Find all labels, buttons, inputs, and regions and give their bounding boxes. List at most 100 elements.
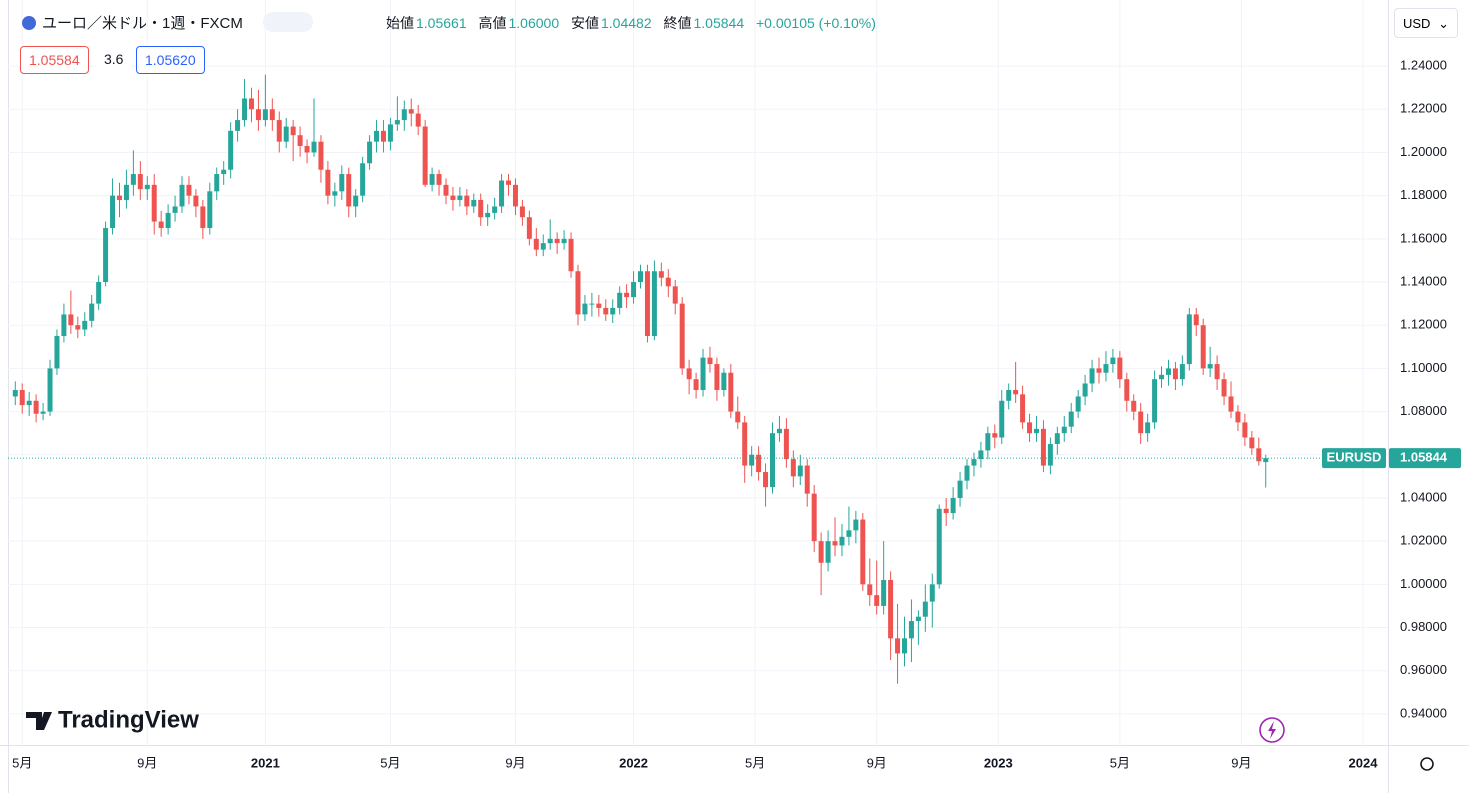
candle-body — [408, 109, 414, 114]
x-tick-label: 9月 — [505, 755, 525, 770]
ohlc-legend: 始値 1.05661 高値 1.06000 安値 1.04482 終値 1.05844 … — [386, 13, 884, 33]
candle-body — [811, 493, 817, 542]
candle-body — [110, 195, 116, 229]
candle-body — [874, 595, 880, 606]
candle-body — [255, 109, 261, 121]
candle-body — [679, 303, 685, 369]
symbol-title[interactable]: ユーロ／米ドル・1週・FXCM — [42, 15, 243, 32]
high-value: 1.06000 — [508, 15, 560, 31]
candle-body — [860, 519, 866, 585]
candle-body — [248, 98, 254, 110]
y-tick-label: 1.10000 — [1400, 360, 1447, 375]
candle-body — [547, 238, 553, 244]
candle-body — [540, 243, 546, 250]
candle-body — [144, 184, 150, 190]
candle-body — [895, 638, 901, 654]
candle-body — [422, 126, 428, 185]
chevron: ⌄ — [1438, 16, 1449, 31]
candle-body — [561, 238, 567, 244]
candle-body — [1159, 374, 1165, 380]
candle-body — [367, 141, 373, 164]
y-tick-label: 1.04000 — [1400, 489, 1447, 504]
candle-body — [888, 580, 894, 639]
y-tick-label: 1.18000 — [1400, 187, 1447, 202]
candle-body — [61, 314, 67, 337]
logo-mark — [26, 712, 52, 730]
candle-body — [116, 195, 122, 200]
candle-body — [624, 292, 630, 298]
candle-body — [1179, 364, 1185, 380]
candle-body — [825, 541, 831, 563]
lightning-bolt — [1268, 721, 1276, 739]
change-value: +0.00105 (+0.10%) — [756, 15, 876, 31]
candle-body — [721, 372, 727, 390]
candle-body — [33, 400, 39, 414]
candle-body — [47, 368, 53, 412]
candle-body — [1020, 394, 1026, 423]
low-value: 1.04482 — [601, 15, 652, 31]
candle-body — [1033, 428, 1039, 434]
candle-body — [846, 530, 852, 537]
symbol-tag — [1322, 448, 1386, 469]
candle-body — [1193, 314, 1199, 326]
candle-body — [1117, 357, 1123, 380]
candle-body — [68, 314, 74, 326]
candle-body — [1186, 314, 1192, 365]
candle-body — [519, 206, 525, 218]
candle-body — [1228, 396, 1234, 412]
x-tick-label: 5月 — [745, 755, 765, 770]
candle-body — [130, 174, 136, 185]
candle-body — [82, 320, 88, 330]
candle-body — [186, 184, 192, 196]
candle-body — [325, 169, 331, 196]
sell-button[interactable]: 1.05584 — [20, 46, 89, 74]
candle-body — [957, 480, 963, 498]
candle-body — [1103, 364, 1109, 373]
candle-body — [96, 282, 102, 304]
candle-body — [589, 303, 595, 305]
x-tick-label: 9月 — [1231, 755, 1251, 770]
lightning-icon[interactable] — [1259, 717, 1285, 743]
candle-body — [672, 286, 678, 304]
candle-body — [1145, 422, 1151, 434]
y-tick-label: 1.08000 — [1400, 403, 1447, 418]
toggle[interactable] — [263, 12, 314, 32]
candle-body — [1082, 383, 1088, 397]
candle-body — [290, 126, 296, 136]
candle-body — [318, 141, 324, 170]
candle-body — [985, 433, 991, 451]
candle-body — [554, 238, 560, 244]
candle-body — [971, 459, 977, 466]
candle-body — [804, 465, 810, 494]
symbol-header: ユーロ／米ドル・1週・FXCM — [22, 12, 314, 33]
candle-body — [387, 124, 393, 142]
candle-body — [40, 411, 46, 414]
candle-body — [158, 221, 164, 229]
y-tick-label: 1.20000 — [1400, 144, 1447, 159]
candle-body — [943, 508, 949, 514]
candle-body — [867, 584, 873, 596]
candle-body — [763, 472, 769, 488]
candle-body — [1068, 411, 1074, 427]
candle-body — [401, 109, 407, 121]
y-tick-label: 0.98000 — [1400, 619, 1447, 634]
settings-icon[interactable] — [1420, 757, 1434, 771]
candle-body — [346, 174, 352, 207]
candle-body — [700, 357, 706, 390]
x-tick-label: 2022 — [619, 755, 648, 770]
currency-select[interactable]: USD ⌄ — [1394, 8, 1458, 38]
candle-body — [853, 519, 859, 531]
candle-body — [89, 303, 95, 321]
candle-body — [936, 508, 942, 585]
buy-button[interactable]: 1.05620 — [136, 46, 205, 74]
candle-body — [193, 195, 199, 207]
candle-body — [380, 130, 386, 142]
candle-body — [1013, 389, 1019, 395]
y-tick-label: 1.14000 — [1400, 273, 1447, 288]
candle-body — [533, 238, 539, 250]
candle-body — [1040, 428, 1046, 466]
candle-body — [568, 238, 574, 272]
x-tick-label: 5月 — [12, 755, 32, 770]
candle-body — [179, 184, 185, 207]
